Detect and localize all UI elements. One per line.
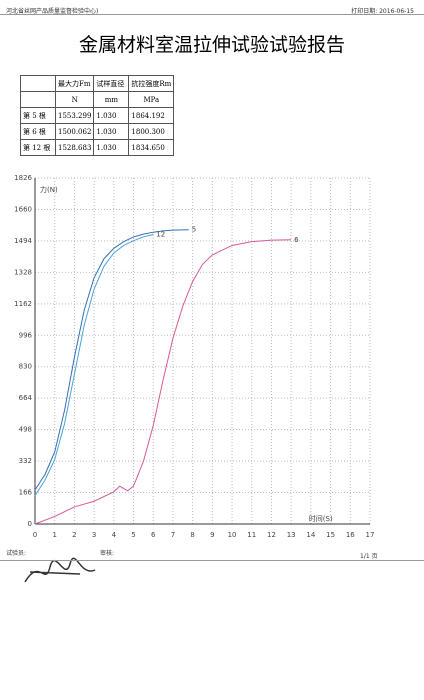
cell: 第 12 根 <box>20 139 56 156</box>
x-tick-label: 13 <box>287 531 296 539</box>
x-tick-label: 3 <box>92 531 96 539</box>
x-tick-label: 14 <box>306 531 315 539</box>
x-tick-label: 15 <box>326 531 335 539</box>
x-tick-label: 16 <box>346 531 355 539</box>
x-tick-label: 8 <box>190 531 194 539</box>
x-tick-label: 1 <box>52 531 56 539</box>
x-tick-label: 11 <box>247 531 256 539</box>
page-number: 1/1 页 <box>360 553 378 560</box>
x-tick-label: 0 <box>33 531 37 539</box>
x-tick-label: 9 <box>210 531 214 539</box>
x-axis-label: 时间(S) <box>309 514 333 523</box>
y-tick-label: 1162 <box>14 300 32 308</box>
title: 金属材料室温拉伸试验试验报告 <box>78 34 345 56</box>
y-tick-label: 1826 <box>14 174 32 182</box>
signature <box>24 557 96 583</box>
series-label: 12 <box>156 230 165 238</box>
print-date: 打印日期: 2016-06-15 <box>351 8 414 15</box>
reviewer: 审核: <box>100 550 115 557</box>
line <box>34 229 189 491</box>
x-tick-label: 5 <box>131 531 135 539</box>
x-tick-label: 2 <box>72 531 76 539</box>
series-label: 5 <box>192 226 196 234</box>
y-tick-label: 664 <box>19 394 33 402</box>
y-tick-label: 996 <box>19 331 33 339</box>
y-tick-label: 166 <box>19 489 33 497</box>
y-tick-label: 332 <box>19 457 32 465</box>
x-tick-label: 7 <box>171 531 175 539</box>
x-tick-label: 6 <box>151 531 156 539</box>
cell: 1834.650 <box>128 139 175 156</box>
y-tick-label: 830 <box>19 363 32 371</box>
y-axis-label: 力(N) <box>40 185 58 194</box>
org: 河北省丝网产品质量监督检验中心) <box>6 8 99 15</box>
y-tick-label: 1328 <box>14 268 32 276</box>
tester: 试验员: <box>6 550 27 557</box>
cell: 1528.683 <box>54 139 95 156</box>
x-tick-label: 12 <box>267 531 276 539</box>
x-tick-label: 4 <box>112 531 117 539</box>
y-tick-label: 498 <box>19 426 32 434</box>
y-tick-label: 0 <box>28 520 32 528</box>
y-tick-label: 1660 <box>14 205 32 213</box>
chart: 0166332498664830996116213281494166018260… <box>14 174 375 539</box>
x-tick-label: 17 <box>366 531 375 539</box>
series-label: 6 <box>294 236 299 244</box>
rule <box>0 560 424 561</box>
x-tick-label: 10 <box>228 531 237 539</box>
line <box>34 239 292 525</box>
rule <box>0 14 424 15</box>
cell: 1.030 <box>93 139 130 156</box>
line <box>34 233 154 496</box>
y-tick-label: 1494 <box>14 237 32 245</box>
